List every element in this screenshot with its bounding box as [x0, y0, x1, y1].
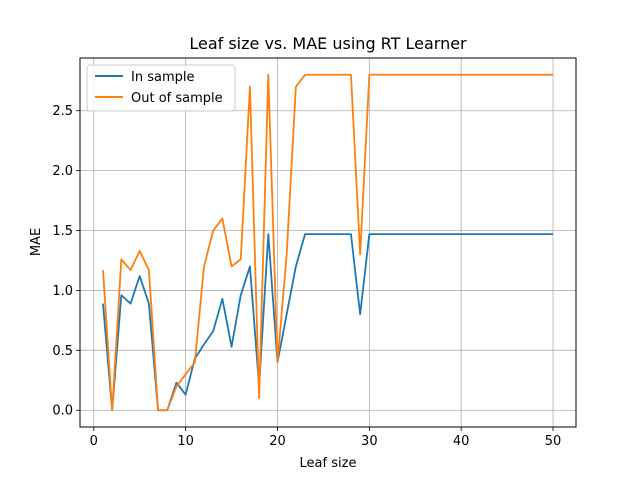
y-tick-label: 1.5: [52, 224, 73, 239]
x-tick-label: 10: [177, 434, 194, 449]
legend-box: [86, 64, 236, 112]
y-tick-label: 0.0: [52, 404, 73, 419]
series-line-out-of-sample: [102, 73, 554, 412]
chart-title: Leaf size vs. MAE using RT Learner: [189, 34, 467, 53]
x-tick-label: 50: [545, 434, 562, 449]
legend-label-out-of-sample: Out of sample: [131, 91, 223, 106]
y-tick-label: 0.5: [52, 344, 73, 359]
y-axis-label: MAE: [29, 228, 44, 256]
grid: [80, 58, 576, 427]
series-layer: [102, 73, 554, 412]
legend-label-in-sample: In sample: [131, 70, 194, 85]
x-tick-label: 30: [361, 434, 378, 449]
x-tick-label: 0: [90, 434, 98, 449]
x-axis-ticks: 0 10 20 30 40 50: [90, 427, 562, 449]
y-tick-label: 2.0: [52, 164, 73, 179]
plot-frame: [79, 57, 577, 428]
x-tick-label: 20: [269, 434, 286, 449]
y-tick-label: 1.0: [52, 284, 73, 299]
x-axis-label: Leaf size: [300, 456, 357, 471]
legend: In sample Out of sample: [86, 64, 236, 112]
y-tick-label: 2.5: [52, 104, 73, 119]
y-axis-ticks: 0.0 0.5 1.0 1.5 2.0 2.5: [52, 104, 80, 419]
x-tick-label: 40: [453, 434, 470, 449]
